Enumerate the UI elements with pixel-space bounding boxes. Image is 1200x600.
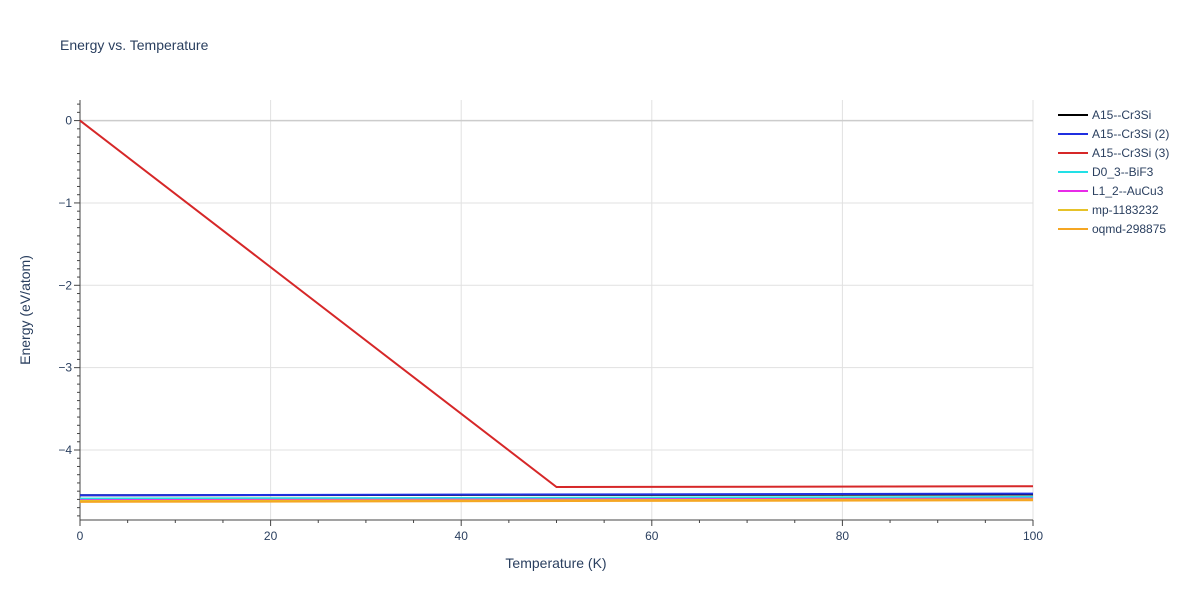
axes: 0 20 40 60 80 100 0 −1 −2 −3 −4 [58,100,1043,543]
series-group [79,119,1034,503]
legend-label: D0_3--BiF3 [1092,165,1154,179]
y-tick-label: −3 [58,361,72,375]
y-tick-label: −1 [58,196,72,210]
legend[interactable]: A15--Cr3Si A15--Cr3Si (2) A15--Cr3Si (3) D0… [1058,108,1169,236]
series-line [79,492,1034,497]
legend-label: A15--Cr3Si (2) [1092,127,1169,141]
series-line [79,499,1034,503]
legend-item[interactable]: D0_3--BiF3 [1058,165,1154,179]
y-axis-title: Energy (eV/atom) [17,255,33,365]
series-line [79,495,1034,500]
x-tick-label: 80 [836,529,850,543]
legend-label: L1_2--AuCu3 [1092,184,1164,198]
y-tick-label: −4 [58,443,72,457]
x-tick-label: 40 [455,529,469,543]
legend-label: oqmd-298875 [1092,222,1166,236]
series-line [79,119,1034,489]
legend-item[interactable]: A15--Cr3Si (3) [1058,146,1169,160]
y-tick-label: 0 [65,114,72,128]
legend-label: mp-1183232 [1092,203,1159,217]
x-tick-label: 0 [77,529,84,543]
legend-item[interactable]: A15--Cr3Si [1058,108,1151,122]
x-axis-title: Temperature (K) [505,555,606,571]
legend-label: A15--Cr3Si (3) [1092,146,1169,160]
x-tick-label: 100 [1023,529,1043,543]
grid [80,100,1034,520]
chart-title: Energy vs. Temperature [60,37,209,53]
y-tick-label: −2 [58,278,72,292]
x-tick-label: 60 [645,529,659,543]
x-tick-label: 20 [264,529,278,543]
legend-item[interactable]: oqmd-298875 [1058,222,1166,236]
legend-item[interactable]: mp-1183232 [1058,203,1159,217]
legend-item[interactable]: A15--Cr3Si (2) [1058,127,1169,141]
legend-item[interactable]: L1_2--AuCu3 [1058,184,1164,198]
legend-label: A15--Cr3Si [1092,108,1151,122]
